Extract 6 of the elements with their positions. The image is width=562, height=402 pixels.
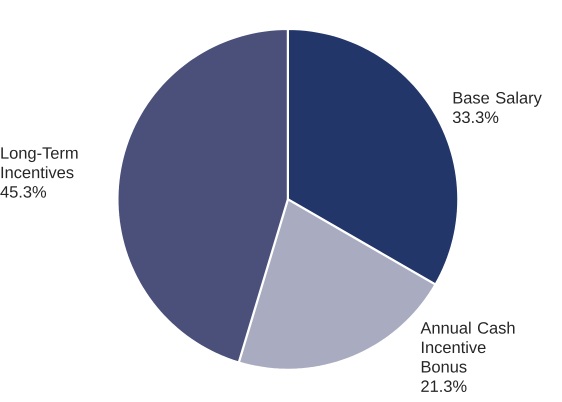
data-label: 45.3%	[0, 186, 46, 198]
data-label: 21.3%	[421, 380, 466, 392]
slice-label: Long-Term Incentives	[1, 147, 78, 178]
slice-label: Annual Cash Incentive Bonus	[420, 322, 514, 373]
slice-label: Base Salary	[454, 92, 542, 108]
data-label: 33.3%	[452, 112, 498, 124]
